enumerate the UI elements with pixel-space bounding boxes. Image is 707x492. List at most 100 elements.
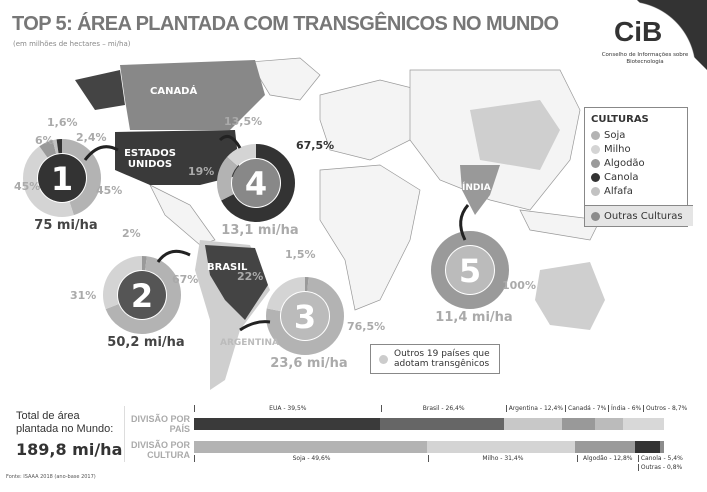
rank-number: 2	[131, 277, 153, 315]
legend-label: Milho	[604, 143, 631, 155]
others-box: Outros 19 países que adotam transgênicos	[370, 344, 500, 374]
donut-slice-milho	[217, 144, 295, 222]
crops-legend: CULTURAS Soja Milho Algodão Canola Alfafa Ou…	[584, 107, 693, 227]
bar-segment-argentina	[503, 418, 562, 430]
map-africa	[319, 164, 421, 311]
label-usa: ESTADOS UNIDOS	[124, 148, 176, 170]
map-mexico	[149, 184, 216, 246]
legend-dot	[591, 172, 600, 182]
donut-pct-label: 31%	[70, 289, 97, 302]
bar-segment-canadá	[561, 418, 595, 430]
donut-slice-milho	[103, 256, 181, 334]
donut-pct-label: 67%	[172, 273, 199, 286]
bar-segment-soja	[194, 441, 428, 453]
map-indonesia	[519, 209, 601, 241]
donut-slice-milho	[23, 139, 101, 217]
donut-slice-soja	[217, 144, 295, 222]
area-value: 50,2 mi/ha	[107, 335, 185, 350]
others-dot	[379, 354, 388, 364]
label-india: ÍNDIA	[462, 183, 491, 193]
donut-pct-label: 45%	[14, 180, 41, 193]
bar-label: Soja - 49,6%	[194, 455, 426, 462]
bar-by-crop	[194, 441, 664, 453]
page-title: TOP 5: ÁREA PLANTADA COM TRANSGÊNICOS NO…	[12, 13, 559, 35]
source-note: Fonte: ISAAA 2018 (ano-base 2017)	[6, 474, 96, 480]
donut-pct-label: 6%	[35, 134, 54, 147]
label-argentina: ARGENTINA	[220, 338, 279, 348]
donut-center	[232, 159, 280, 207]
legend-item-outras: Outras Culturas	[585, 205, 693, 226]
donut-center	[446, 246, 494, 294]
rank-number: 1	[51, 160, 73, 198]
bar-segment-canola	[634, 441, 661, 453]
total-value: 189,8 mi/ha	[16, 440, 123, 459]
bar-label: Algodão - 12,8%	[576, 455, 636, 462]
map-china	[470, 100, 560, 170]
total-label: Total de área plantada no Mundo:	[16, 410, 114, 435]
bar-segment-algodão	[574, 441, 635, 453]
legend-item-soja: Soja	[591, 128, 687, 142]
logo-subtitle: Conselho de Informações sobre Biotecnolo…	[601, 52, 689, 65]
donut-slice-algodão	[431, 231, 509, 309]
donut-pct-label: 1,5%	[285, 248, 316, 261]
arrow-2	[156, 249, 191, 263]
map-brasil	[205, 245, 268, 320]
bar-segment-brasil	[379, 418, 504, 430]
legend-dot	[591, 130, 600, 140]
label-canada: CANADÁ	[150, 86, 198, 97]
legend-title: CULTURAS	[591, 114, 649, 125]
map-greenland	[249, 57, 321, 101]
donut-slice-soja	[103, 256, 181, 334]
page-subtitle: (em milhões de hectares – mi/ha)	[13, 40, 131, 48]
legend-item-canola: Canola	[591, 170, 687, 184]
map-india	[460, 165, 500, 215]
label-brasil: BRASIL	[207, 262, 248, 273]
donut-pct-label: 13,5%	[224, 115, 263, 128]
arrow-1	[83, 145, 119, 161]
map-alaska	[75, 70, 125, 110]
legend-dot	[591, 211, 600, 221]
map-europe	[319, 79, 421, 161]
rank-number: 3	[294, 298, 316, 336]
donut-pct-label: 22%	[237, 270, 264, 283]
bar-segment-outros	[623, 418, 664, 430]
legend-label: Outras Culturas	[604, 210, 683, 222]
bar-label: Canola - 5,4%	[637, 455, 683, 462]
donut-center	[118, 271, 166, 319]
legend-label: Canola	[604, 171, 639, 183]
bar-label: Milho - 31,4%	[428, 455, 575, 462]
legend-dot	[591, 158, 600, 168]
legend-dot	[591, 144, 600, 154]
map-australia	[535, 262, 605, 330]
legend-label: Algodão	[604, 157, 645, 169]
bar-label: Brasil - 26,4%	[380, 405, 504, 412]
area-value: 11,4 mi/ha	[435, 310, 513, 325]
divider	[124, 406, 125, 462]
corner-curve	[627, 0, 707, 70]
donut-center	[281, 292, 329, 340]
donut-pct-label: 2%	[122, 227, 141, 240]
donut-pct-label: 100%	[502, 279, 536, 292]
map-canada	[120, 60, 265, 130]
rank-number: 4	[245, 165, 267, 203]
arrow-4	[218, 134, 242, 149]
bar-label: Argentina - 12,4%	[505, 405, 563, 412]
by-country-label: DIVISÃO POR PAÍS	[130, 414, 190, 434]
legend-item-milho: Milho	[591, 142, 687, 156]
bar-segment-eua	[194, 418, 380, 430]
donut-slice-canola	[23, 139, 101, 217]
others-text: Outros 19 países que adotam transgênicos	[394, 349, 490, 369]
donut-pct-label: 45%	[96, 184, 123, 197]
bar-by-country	[194, 418, 664, 430]
donut-pct-label: 67,5%	[296, 139, 335, 152]
area-value: 23,6 mi/ha	[270, 356, 348, 371]
bar-segment-milho	[427, 441, 575, 453]
by-crop-label: DIVISÃO POR CULTURA	[130, 440, 190, 460]
legend-label: Alfafa	[604, 185, 633, 197]
donut-pct-label: 76,5%	[347, 320, 386, 333]
donut-pct-label: 1,6%	[47, 116, 78, 129]
legend-item-alfafa: Alfafa	[591, 184, 687, 198]
area-value: 75 mi/ha	[34, 218, 98, 233]
